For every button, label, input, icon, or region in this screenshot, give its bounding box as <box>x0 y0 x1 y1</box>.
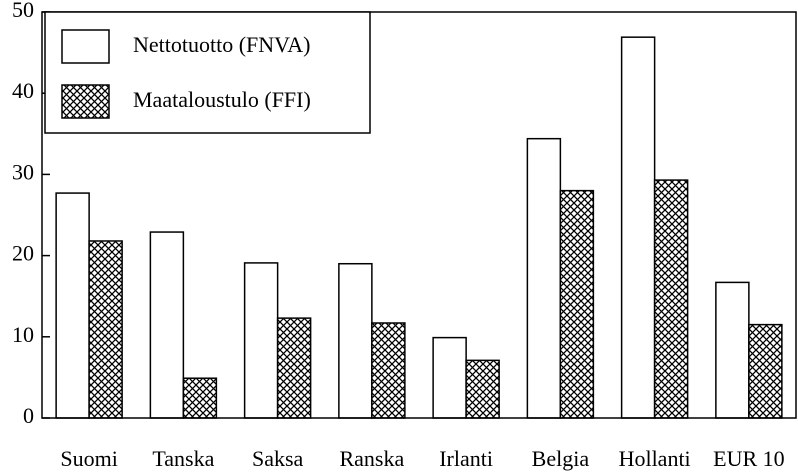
plot-frame <box>41 11 797 419</box>
y-tick-label: 0 <box>23 403 34 428</box>
x-tick-label: Hollanti <box>619 446 691 471</box>
bar <box>276 317 312 419</box>
bar <box>559 189 595 419</box>
x-tick-label: Saksa <box>252 446 304 471</box>
x-tick-label: Tanska <box>152 446 214 471</box>
legend-label: Maataloustulo (FFI) <box>133 87 311 112</box>
bar <box>182 377 218 419</box>
bar <box>653 179 689 419</box>
x-tick-label: EUR 10 <box>713 446 785 471</box>
legend-swatch <box>61 84 110 119</box>
legend-label: Nettotuotto (FNVA) <box>133 32 310 57</box>
y-tick-label: 50 <box>12 0 34 22</box>
bar <box>526 137 562 419</box>
y-tick-label: 40 <box>12 78 34 103</box>
bar <box>243 262 279 419</box>
bar <box>88 240 123 419</box>
y-tick-label: 30 <box>12 159 34 184</box>
x-tick-label: Irlanti <box>439 446 493 471</box>
x-tick-label: Ranska <box>339 446 404 471</box>
legend-swatch <box>61 29 110 64</box>
bar <box>371 322 406 419</box>
bar <box>338 262 373 419</box>
bar <box>620 36 656 419</box>
bar <box>465 359 500 419</box>
x-tick-label: Suomi <box>60 446 117 471</box>
bar <box>715 281 750 419</box>
y-tick-label: 20 <box>12 241 34 266</box>
bar <box>55 192 90 419</box>
x-tick-label: Belgia <box>532 446 590 471</box>
bar <box>748 323 783 419</box>
y-tick-label: 10 <box>12 322 34 347</box>
bar <box>432 336 467 419</box>
bar <box>149 231 185 419</box>
